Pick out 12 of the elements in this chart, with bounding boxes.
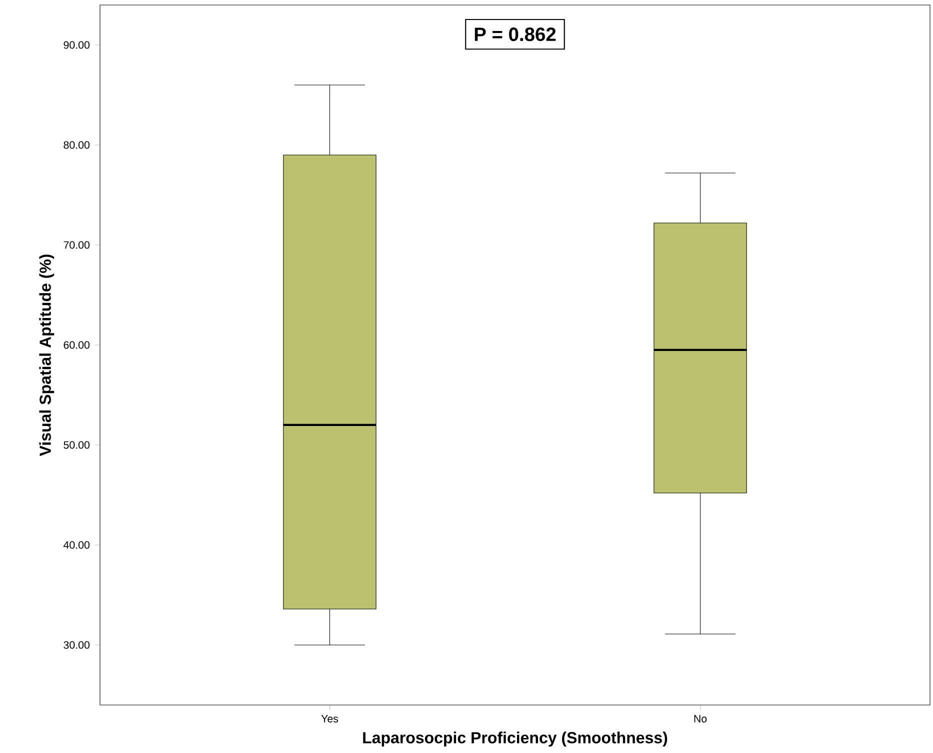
y-axis-title: Visual Spatial Aptitude (%) xyxy=(39,254,54,456)
y-tick-label: 90.00 xyxy=(64,41,90,49)
y-tick-label: 40.00 xyxy=(64,541,90,549)
y-tick-label: 50.00 xyxy=(64,441,90,449)
annotation: P = 0.862 xyxy=(474,28,556,42)
y-tick-label: 60.00 xyxy=(64,341,90,349)
y-tick-label: 70.00 xyxy=(64,241,90,249)
x-tick-label: Yes xyxy=(321,715,338,722)
y-tick-label: 30.00 xyxy=(64,641,90,649)
y-tick-label: 80.00 xyxy=(64,141,90,149)
x-tick-label: No xyxy=(694,715,707,722)
x-axis-title: Laparosocpic Proficiency (Smoothness) xyxy=(363,732,668,747)
